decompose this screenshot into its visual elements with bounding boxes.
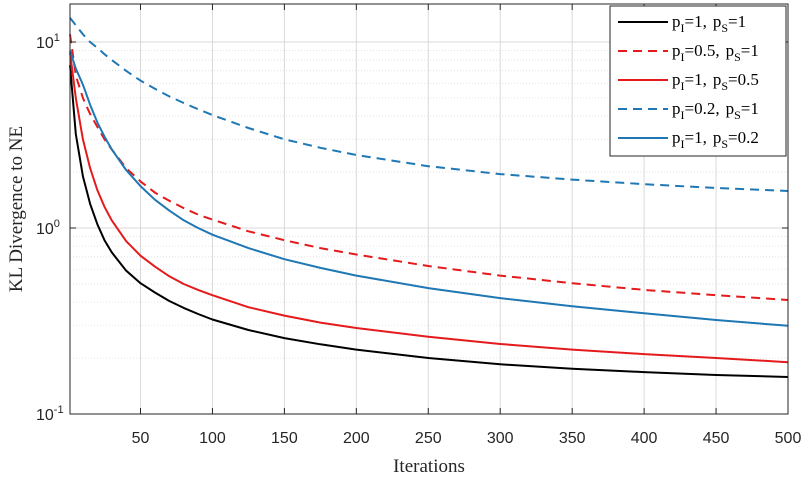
series-line-5 [69,50,789,327]
legend-label-3: pI=1, pS=0.5 [672,70,759,93]
legend-label-2: pI=0.5, pS=1 [672,41,759,64]
legend-label-4: pI=0.2, pS=1 [672,99,759,122]
x-tick-label: 450 [703,430,730,447]
x-tick-label: 50 [132,430,150,447]
y-axis-title: KL Divergence to NE [6,126,27,292]
x-tick-label: 250 [415,430,442,447]
legend-label-5: pI=1, pS=0.2 [672,128,759,151]
plot-frame [69,3,789,415]
x-tick-label: 400 [631,430,658,447]
x-tick-label: 350 [559,430,586,447]
y-tick-label: 10-1 [36,404,64,424]
series-line-2 [69,34,789,301]
x-tick-label: 300 [487,430,514,447]
legend: pI=1, pS=1 pI=0.5, pS=1 pI=1, pS=0.5 pI=0.2, pS… [609,5,787,157]
x-tick-label: 200 [343,430,370,447]
x-tick-label: 500 [775,430,802,447]
y-tick-label: 101 [36,32,60,52]
y-tick-labels: 10-1 100 101 [36,32,64,424]
x-axis-title: Iterations [393,456,465,477]
series-lines [69,17,789,378]
series-line-4 [69,17,789,192]
x-tick-label: 100 [199,430,226,447]
x-tick-label: 150 [271,430,298,447]
y-tick-label: 100 [36,218,60,238]
series-line-3 [69,52,789,364]
x-tick-labels: 50 100 150 200 250 300 350 400 450 500 [132,430,802,447]
legend-label-1: pI=1, pS=1 [672,12,746,35]
series-line-1 [69,65,789,378]
